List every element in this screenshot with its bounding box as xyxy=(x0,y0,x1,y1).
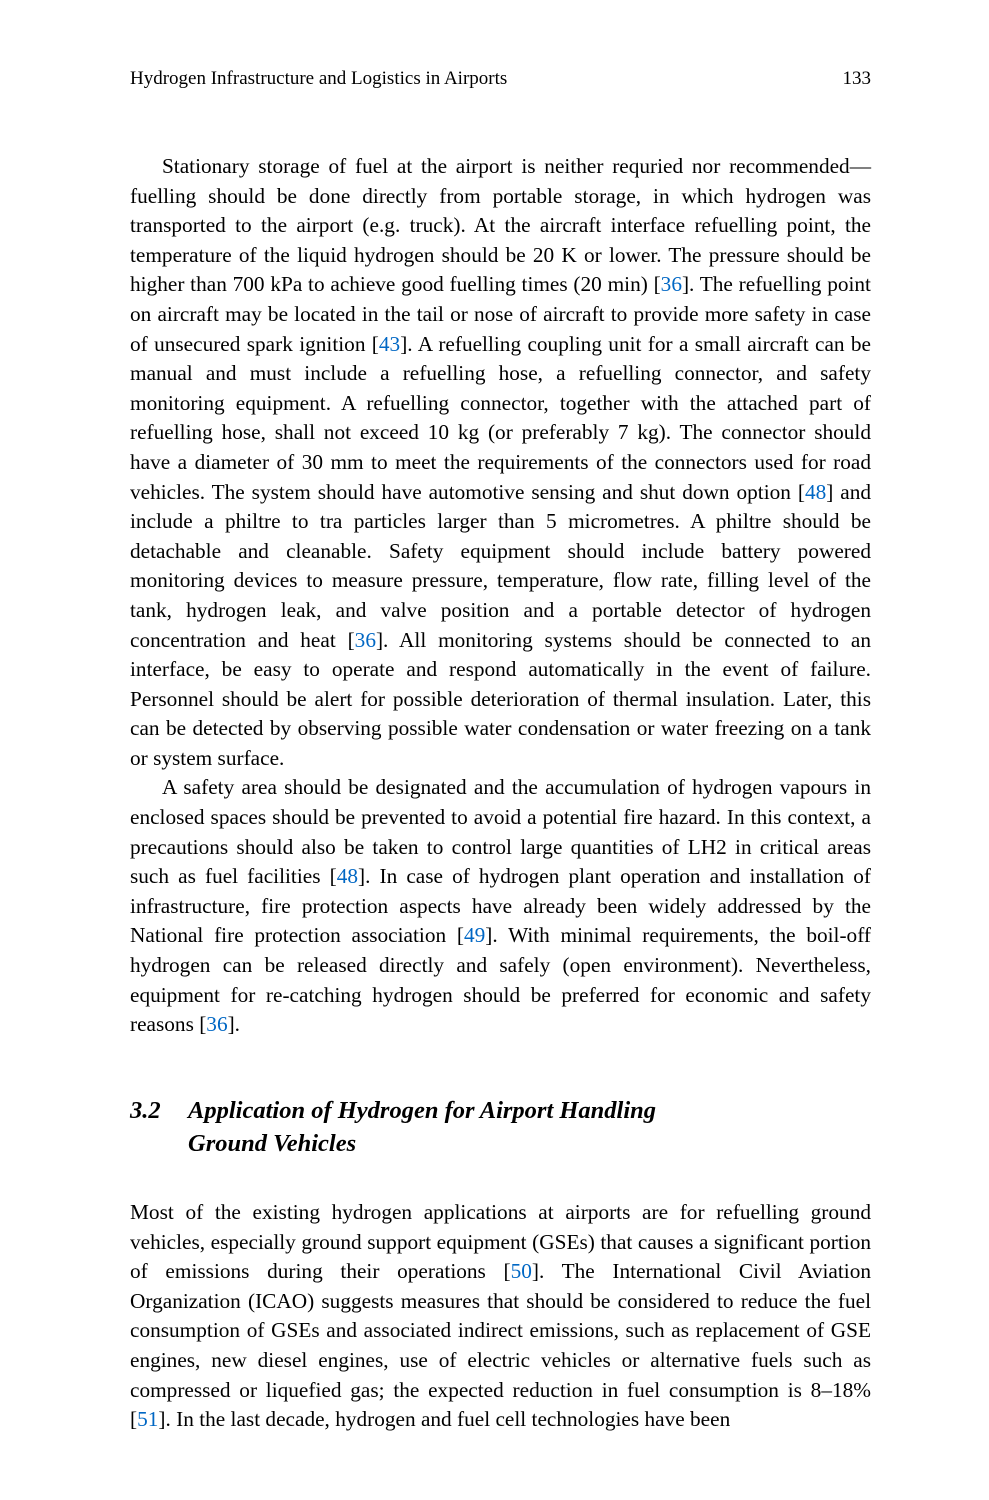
citation-48[interactable]: 48 xyxy=(805,480,826,504)
page-number: 133 xyxy=(843,68,872,90)
running-title: Hydrogen Infrastructure and Logistics in… xyxy=(130,68,507,90)
body-text-after-section: Most of the existing hydrogen applicatio… xyxy=(130,1198,871,1435)
text-run: ] and include a philtre to tra particles… xyxy=(130,480,871,652)
citation-43[interactable]: 43 xyxy=(379,332,400,356)
paragraph-1: Stationary storage of fuel at the airpor… xyxy=(130,152,871,773)
paragraph-3: Most of the existing hydrogen applicatio… xyxy=(130,1198,871,1435)
page: Hydrogen Infrastructure and Logistics in… xyxy=(0,0,989,1500)
text-run: ]. xyxy=(228,1012,240,1036)
body-text: Stationary storage of fuel at the airpor… xyxy=(130,152,871,1040)
citation-51[interactable]: 51 xyxy=(137,1407,158,1431)
section-3-2: 3.2 Application of Hydrogen for Airport … xyxy=(130,1094,871,1160)
section-number: 3.2 xyxy=(130,1094,188,1160)
citation-36[interactable]: 36 xyxy=(661,272,682,296)
section-title: Application of Hydrogen for Airport Hand… xyxy=(188,1094,656,1160)
text-run: ]. A refuelling coupling unit for a smal… xyxy=(130,332,871,504)
citation-36[interactable]: 36 xyxy=(355,628,376,652)
section-title-line1: Application of Hydrogen for Airport Hand… xyxy=(188,1097,656,1124)
citation-36[interactable]: 36 xyxy=(206,1012,227,1036)
paragraph-2: A safety area should be designated and t… xyxy=(130,773,871,1039)
citation-49[interactable]: 49 xyxy=(464,923,485,947)
running-head: Hydrogen Infrastructure and Logistics in… xyxy=(130,68,871,90)
text-run: ]. In the last decade, hydrogen and fuel… xyxy=(158,1407,730,1431)
citation-48[interactable]: 48 xyxy=(337,864,358,888)
section-title-line2: Ground Vehicles xyxy=(188,1130,356,1157)
text-run: ]. The International Civil Aviation Orga… xyxy=(130,1259,871,1431)
citation-50[interactable]: 50 xyxy=(511,1259,532,1283)
section-heading: 3.2 Application of Hydrogen for Airport … xyxy=(130,1094,871,1160)
